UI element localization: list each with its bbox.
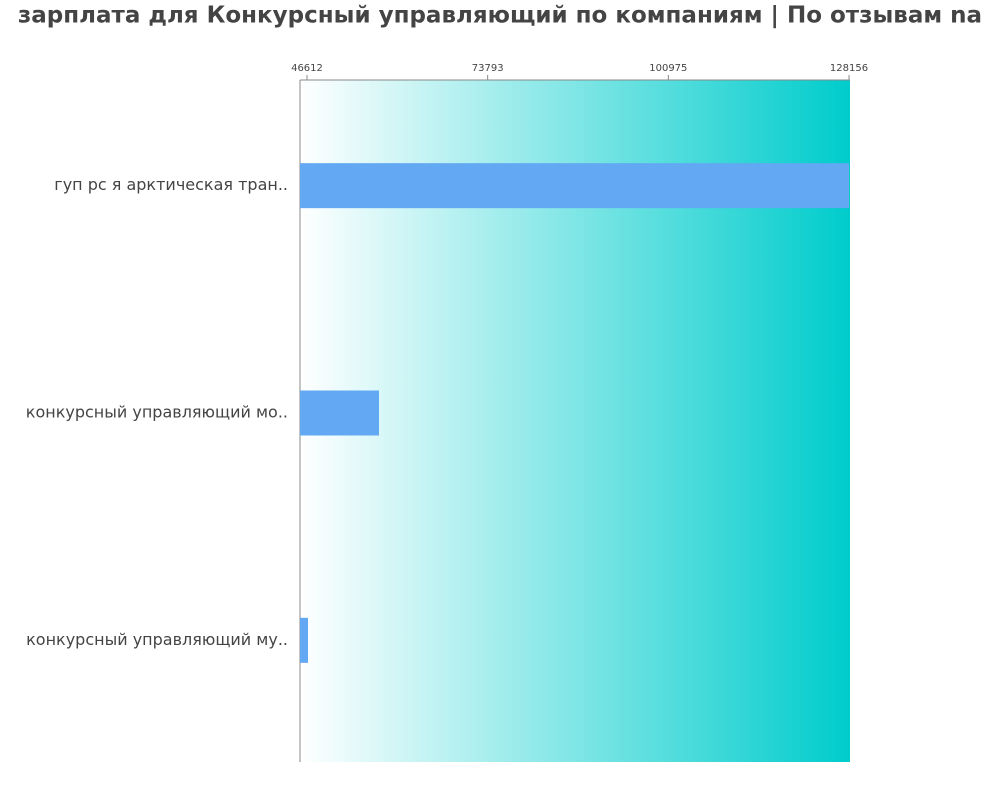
y-tick-label: конкурсный управляющий му.. <box>26 630 288 649</box>
bar <box>300 163 850 209</box>
x-tick-label: 46612 <box>291 63 323 74</box>
chart-title: зарплата для Конкурсный управляющий по к… <box>18 3 982 29</box>
x-tick-label: 100975 <box>649 63 687 74</box>
bar <box>300 390 379 436</box>
x-tick-label: 73793 <box>472 63 504 74</box>
y-tick-label: конкурсный управляющий мо.. <box>26 403 288 422</box>
bar <box>300 617 309 663</box>
x-tick-label: 128156 <box>830 63 868 74</box>
y-tick-label: гуп рс я арктическая тран.. <box>54 175 288 194</box>
